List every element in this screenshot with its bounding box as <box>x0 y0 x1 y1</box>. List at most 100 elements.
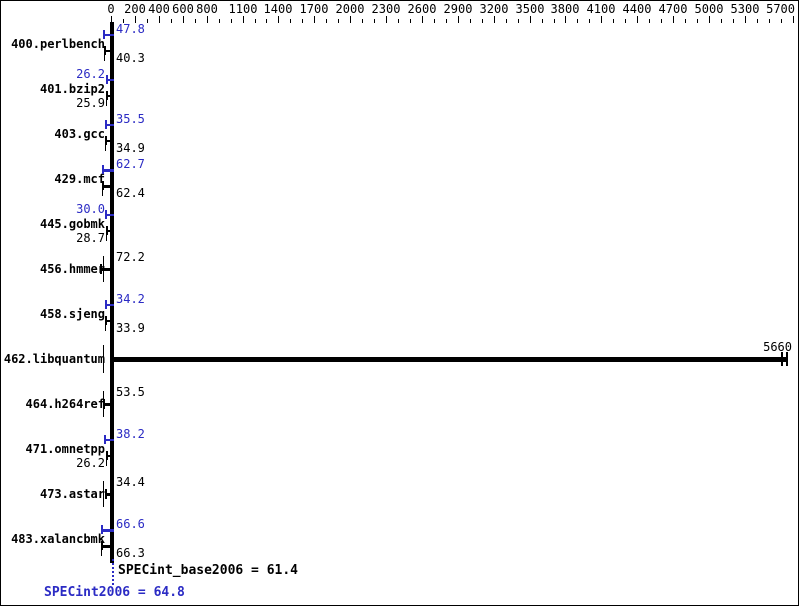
result-bar <box>111 357 788 362</box>
x-axis-tick-label: 3500 <box>515 2 545 16</box>
peak-mark-line <box>107 214 114 216</box>
base-mark-tail <box>106 100 107 106</box>
base-mark-tail <box>102 190 103 196</box>
x-axis-tick-label: 5300 <box>730 2 760 16</box>
base-mark-cap <box>104 46 106 55</box>
peak-value: 26.2 <box>76 67 105 81</box>
benchmark-label: 445.gobmk <box>39 217 105 231</box>
x-axis-minor-tick <box>255 19 256 23</box>
bar-end-cap <box>781 352 783 366</box>
base-value: 62.4 <box>116 186 145 200</box>
x-axis-major-tick <box>278 16 279 23</box>
x-axis-major-tick <box>243 16 244 23</box>
base-mark-cap <box>101 541 103 550</box>
base-value: 26.2 <box>76 456 105 470</box>
peak-value: 30.0 <box>76 202 105 216</box>
x-axis-major-tick <box>673 16 674 23</box>
x-axis-minor-tick <box>757 19 758 23</box>
x-axis-minor-tick <box>374 19 375 23</box>
base-mark-tail <box>104 55 105 61</box>
base-mark-tail <box>106 460 107 466</box>
x-axis-minor-tick <box>470 19 471 23</box>
base-value: 66.3 <box>116 546 145 560</box>
x-axis-tick-label: 800 <box>196 2 218 16</box>
x-axis-tick-label: 200 <box>124 2 146 16</box>
x-axis-tick-label: 4700 <box>658 2 688 16</box>
x-axis-minor-tick <box>171 19 172 23</box>
peak-mark-cap <box>105 300 107 309</box>
x-axis-major-tick <box>745 16 746 23</box>
x-axis-major-tick <box>565 16 566 23</box>
base-mark-cap <box>105 136 107 145</box>
x-axis-major-tick <box>135 16 136 23</box>
x-axis: 0 200 400 600 800 1100 1400 1700 2000 2300 2600 290… <box>1 1 798 25</box>
x-axis-tick-label: 5700 <box>766 2 795 16</box>
peak-value: 34.2 <box>116 292 145 306</box>
peak-mark-cap <box>106 75 108 84</box>
x-axis-minor-tick <box>338 19 339 23</box>
base-value: 25.9 <box>76 96 105 110</box>
peak-mark-cap <box>101 525 103 534</box>
result-value: 53.5 <box>116 385 145 399</box>
result-value: 34.4 <box>116 475 145 489</box>
x-axis-minor-tick <box>482 19 483 23</box>
x-axis-tick-label: 4400 <box>622 2 652 16</box>
base-summary-text: SPECint_base2006 = 61.4 <box>118 563 299 578</box>
x-axis-tick-label: 1100 <box>228 2 258 16</box>
x-axis-minor-tick <box>577 19 578 23</box>
x-axis-minor-tick <box>733 19 734 23</box>
x-axis-minor-tick <box>542 19 543 23</box>
benchmark-label: 464.h264ref <box>25 397 105 411</box>
x-axis-minor-tick <box>195 19 196 23</box>
x-axis-tick-label: 2000 <box>335 2 365 16</box>
x-axis-tick-label: 3200 <box>479 2 509 16</box>
peak-mark-line <box>104 169 114 172</box>
benchmark-label: 429.mcf <box>54 172 105 186</box>
base-value: 34.9 <box>116 141 145 155</box>
result-mark-line <box>102 268 114 271</box>
result-mark-cap <box>105 489 107 499</box>
result-value: 5660 <box>763 340 792 354</box>
x-axis-minor-tick <box>685 19 686 23</box>
x-axis-minor-tick <box>219 19 220 23</box>
result-mark-cap <box>103 399 105 409</box>
benchmark-label: 401.bzip2 <box>39 82 105 96</box>
x-axis-minor-tick <box>398 19 399 23</box>
base-mark-cap <box>102 181 104 190</box>
result-value: 72.2 <box>116 250 145 264</box>
bar-end-cap <box>786 352 788 366</box>
peak-mark-cap <box>105 120 107 129</box>
base-value: 28.7 <box>76 231 105 245</box>
base-mark-line <box>106 50 114 52</box>
peak-value: 62.7 <box>116 157 145 171</box>
benchmark-label: 473.astar <box>39 487 105 501</box>
peak-mark-line <box>107 304 114 306</box>
benchmark-label: 403.gcc <box>54 127 105 141</box>
x-axis-minor-tick <box>506 19 507 23</box>
x-axis-tick-label: 1400 <box>263 2 293 16</box>
peak-value: 35.5 <box>116 112 145 126</box>
x-axis-major-tick <box>386 16 387 23</box>
x-axis-minor-tick <box>434 19 435 23</box>
x-axis-minor-tick <box>231 19 232 23</box>
y-axis-line <box>110 22 114 563</box>
x-axis-tick-label: 3800 <box>550 2 580 16</box>
x-axis-tick-label: 1700 <box>299 2 329 16</box>
peak-value: 66.6 <box>116 517 145 531</box>
x-axis-major-tick <box>709 16 710 23</box>
peak-mark-line <box>108 79 114 81</box>
peak-mark-cap <box>105 210 107 219</box>
x-axis-minor-tick <box>326 19 327 23</box>
benchmark-label: 483.xalancbmk <box>11 532 105 546</box>
x-axis-tick-label: 2900 <box>443 2 473 16</box>
peak-value: 38.2 <box>116 427 145 441</box>
result-mark-line <box>107 493 114 496</box>
x-axis-minor-tick <box>446 19 447 23</box>
base-mark-line <box>108 95 114 97</box>
base-mark-tail <box>106 235 107 241</box>
peak-value: 47.8 <box>116 22 145 36</box>
x-axis-major-tick <box>422 16 423 23</box>
x-axis-tick-label: 0 <box>107 2 115 16</box>
x-axis-major-tick <box>530 16 531 23</box>
